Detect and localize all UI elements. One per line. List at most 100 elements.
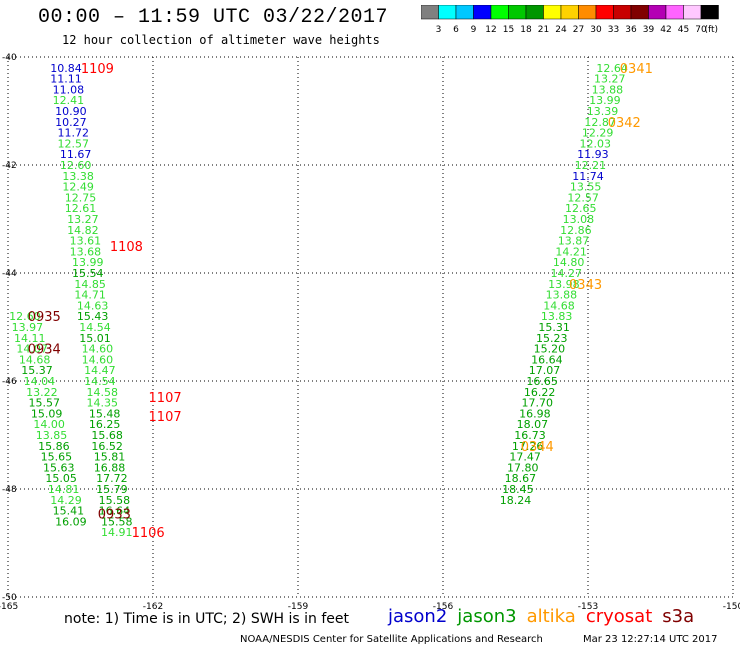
wave-height-point: 13.85 [36,429,68,442]
satellite-legend-altika: altika [526,606,576,627]
color-scale-label: 9 [471,25,477,35]
wave-height-point: 13.99 [72,256,104,269]
color-scale-label: 12 [485,25,496,35]
wave-height-point: 14.91 [101,526,133,539]
wave-height-point: 14.82 [67,224,99,237]
time-label: 0935 [28,310,61,325]
y-tick-label: -46 [2,377,17,387]
color-swatch [700,5,719,20]
wave-height-point: 12.64 [596,62,628,75]
wave-height-point: 13.38 [62,170,94,183]
wave-height-point: 16.22 [524,386,556,399]
wave-height-point: 14.85 [74,278,106,291]
time-label: 0344 [521,440,554,455]
chart-plot: -165 -162 -159 -156 -153 -150 -40 -42 -44 -46 -48 -… [0,53,740,610]
wave-height-point: 14.04 [24,375,56,388]
color-scale-label: 3 [436,25,442,35]
time-label: 1108 [110,240,143,255]
wave-height-point: 15.58 [101,515,133,528]
wave-height-point: 12.60 [60,159,92,172]
wave-height-point: 17.26 [512,440,544,453]
wave-height-point: 14.71 [74,289,106,302]
wave-height-point: 15.37 [21,364,53,377]
color-scale-label: 15 [503,25,514,35]
wave-height-point: 15.20 [534,343,566,356]
wave-height-point: 17.47 [509,451,541,464]
satellite-legend-s3a: s3a [662,606,695,627]
wave-height-point: 10.84 [50,62,82,75]
wave-height-point: 14.07 [16,343,48,356]
wave-height-point: 16.73 [514,429,546,442]
wave-height-point: 12.29 [582,127,614,140]
wave-height-point: 13.68 [70,245,102,258]
wave-height-point: 14.63 [77,299,109,312]
wave-height-point: 11.93 [577,148,609,161]
credit-text: NOAA/NESDIS Center for Satellite Applica… [240,634,543,645]
time-label: 0342 [608,116,641,131]
wave-height-point: 16.65 [526,375,558,388]
wave-height-point: 13.27 [67,213,99,226]
wave-height-point: 15.81 [94,451,126,464]
wave-height-point: 13.08 [563,213,595,226]
time-label: 1107 [149,391,182,406]
wave-height-point: 12.86 [560,224,592,237]
color-scale-legend: 3 6 9 12 15 18 21 24 27 30 33 36 39 42 45 70(ft) [421,5,719,35]
wave-height-point: 15.86 [38,440,70,453]
x-tick-label: -153 [578,602,598,610]
color-scale-label: 70 [695,25,707,35]
time-label: 0933 [98,507,131,522]
time-label: 1107 [149,410,182,425]
wave-height-point: 18.45 [502,483,534,496]
color-scale-label: 39 [643,25,655,35]
color-scale-unit: (ft) [705,25,719,35]
wave-height-point: 15.65 [41,451,73,464]
y-tick-label: -50 [2,593,17,603]
wave-height-point: 15.31 [538,321,570,334]
wave-height-point: 13.22 [26,386,58,399]
wave-height-point: 16.25 [89,418,121,431]
wave-height-point: 11.74 [572,170,604,183]
x-tick-label: -156 [433,602,454,610]
color-scale-label: 42 [660,25,671,35]
wave-height-point: 12.61 [65,202,97,215]
wave-height-point: 14.58 [87,386,119,399]
wave-height-point: 12.65 [565,202,597,215]
wave-height-point: 10.27 [55,116,87,129]
wave-height-point: 15.54 [72,267,104,280]
wave-height-point: 18.07 [517,418,549,431]
wave-height-point: 12.41 [53,94,85,107]
y-tick-label: -42 [2,161,17,171]
x-tick-label: -165 [0,602,18,610]
wave-height-point: 14.54 [79,321,111,334]
wave-height-point: 12.75 [65,191,97,204]
color-scale-label: 27 [573,25,584,35]
x-tick-label: -150 [723,602,740,610]
wave-height-point: 14.80 [553,256,585,269]
satellite-legend-jason3: jason3 [457,606,517,627]
color-scale-label: 33 [608,25,619,35]
wave-height-point: 15.57 [29,397,61,410]
wave-height-point: 13.99 [589,94,621,107]
color-scale-label: 30 [590,25,602,35]
page-subtitle: 12 hour collection of altimeter wave hei… [62,33,380,47]
wave-height-point: 13.83 [541,310,573,323]
wave-height-point: 16.98 [519,407,551,420]
wave-height-point: 13.97 [12,321,44,334]
wave-height-point: 15.05 [45,472,77,485]
wave-height-point: 14.35 [87,397,119,410]
wave-height-point: 18.24 [500,494,532,507]
wave-height-point: 11.72 [58,127,90,140]
y-tick-label: -44 [2,269,17,279]
time-label: 1109 [81,62,114,77]
wave-height-point: 12.57 [58,137,90,150]
wave-height-point: 13.61 [70,235,102,248]
wave-height-point: 16.88 [94,461,126,474]
wave-height-point: 12.57 [567,191,599,204]
wave-height-point: 15.09 [31,407,63,420]
wave-height-point: 15.58 [99,494,131,507]
satellite-legend: jason2 jason3 altika cryosat s3a [388,606,704,627]
wave-height-point: 15.01 [79,332,111,345]
wave-height-point: 14.21 [555,245,587,258]
wave-height-point: 15.41 [53,505,85,518]
wave-height-point: 13.98 [548,278,580,291]
